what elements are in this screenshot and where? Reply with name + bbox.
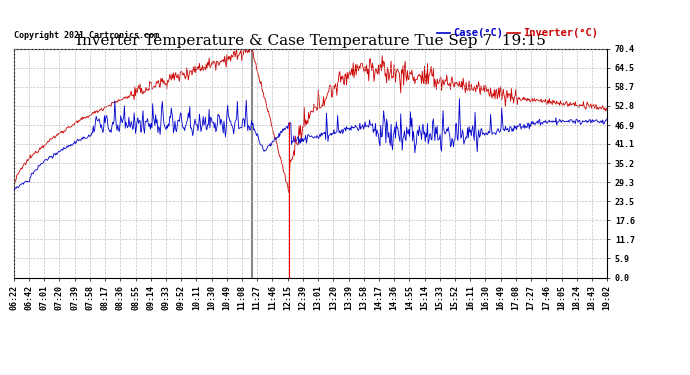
Text: Copyright 2021 Cartronics.com: Copyright 2021 Cartronics.com (14, 31, 159, 40)
Title: Inverter Temperature & Case Temperature Tue Sep 7  19:15: Inverter Temperature & Case Temperature … (76, 34, 545, 48)
Legend: Case(°C), Inverter(°C): Case(°C), Inverter(°C) (433, 24, 602, 42)
